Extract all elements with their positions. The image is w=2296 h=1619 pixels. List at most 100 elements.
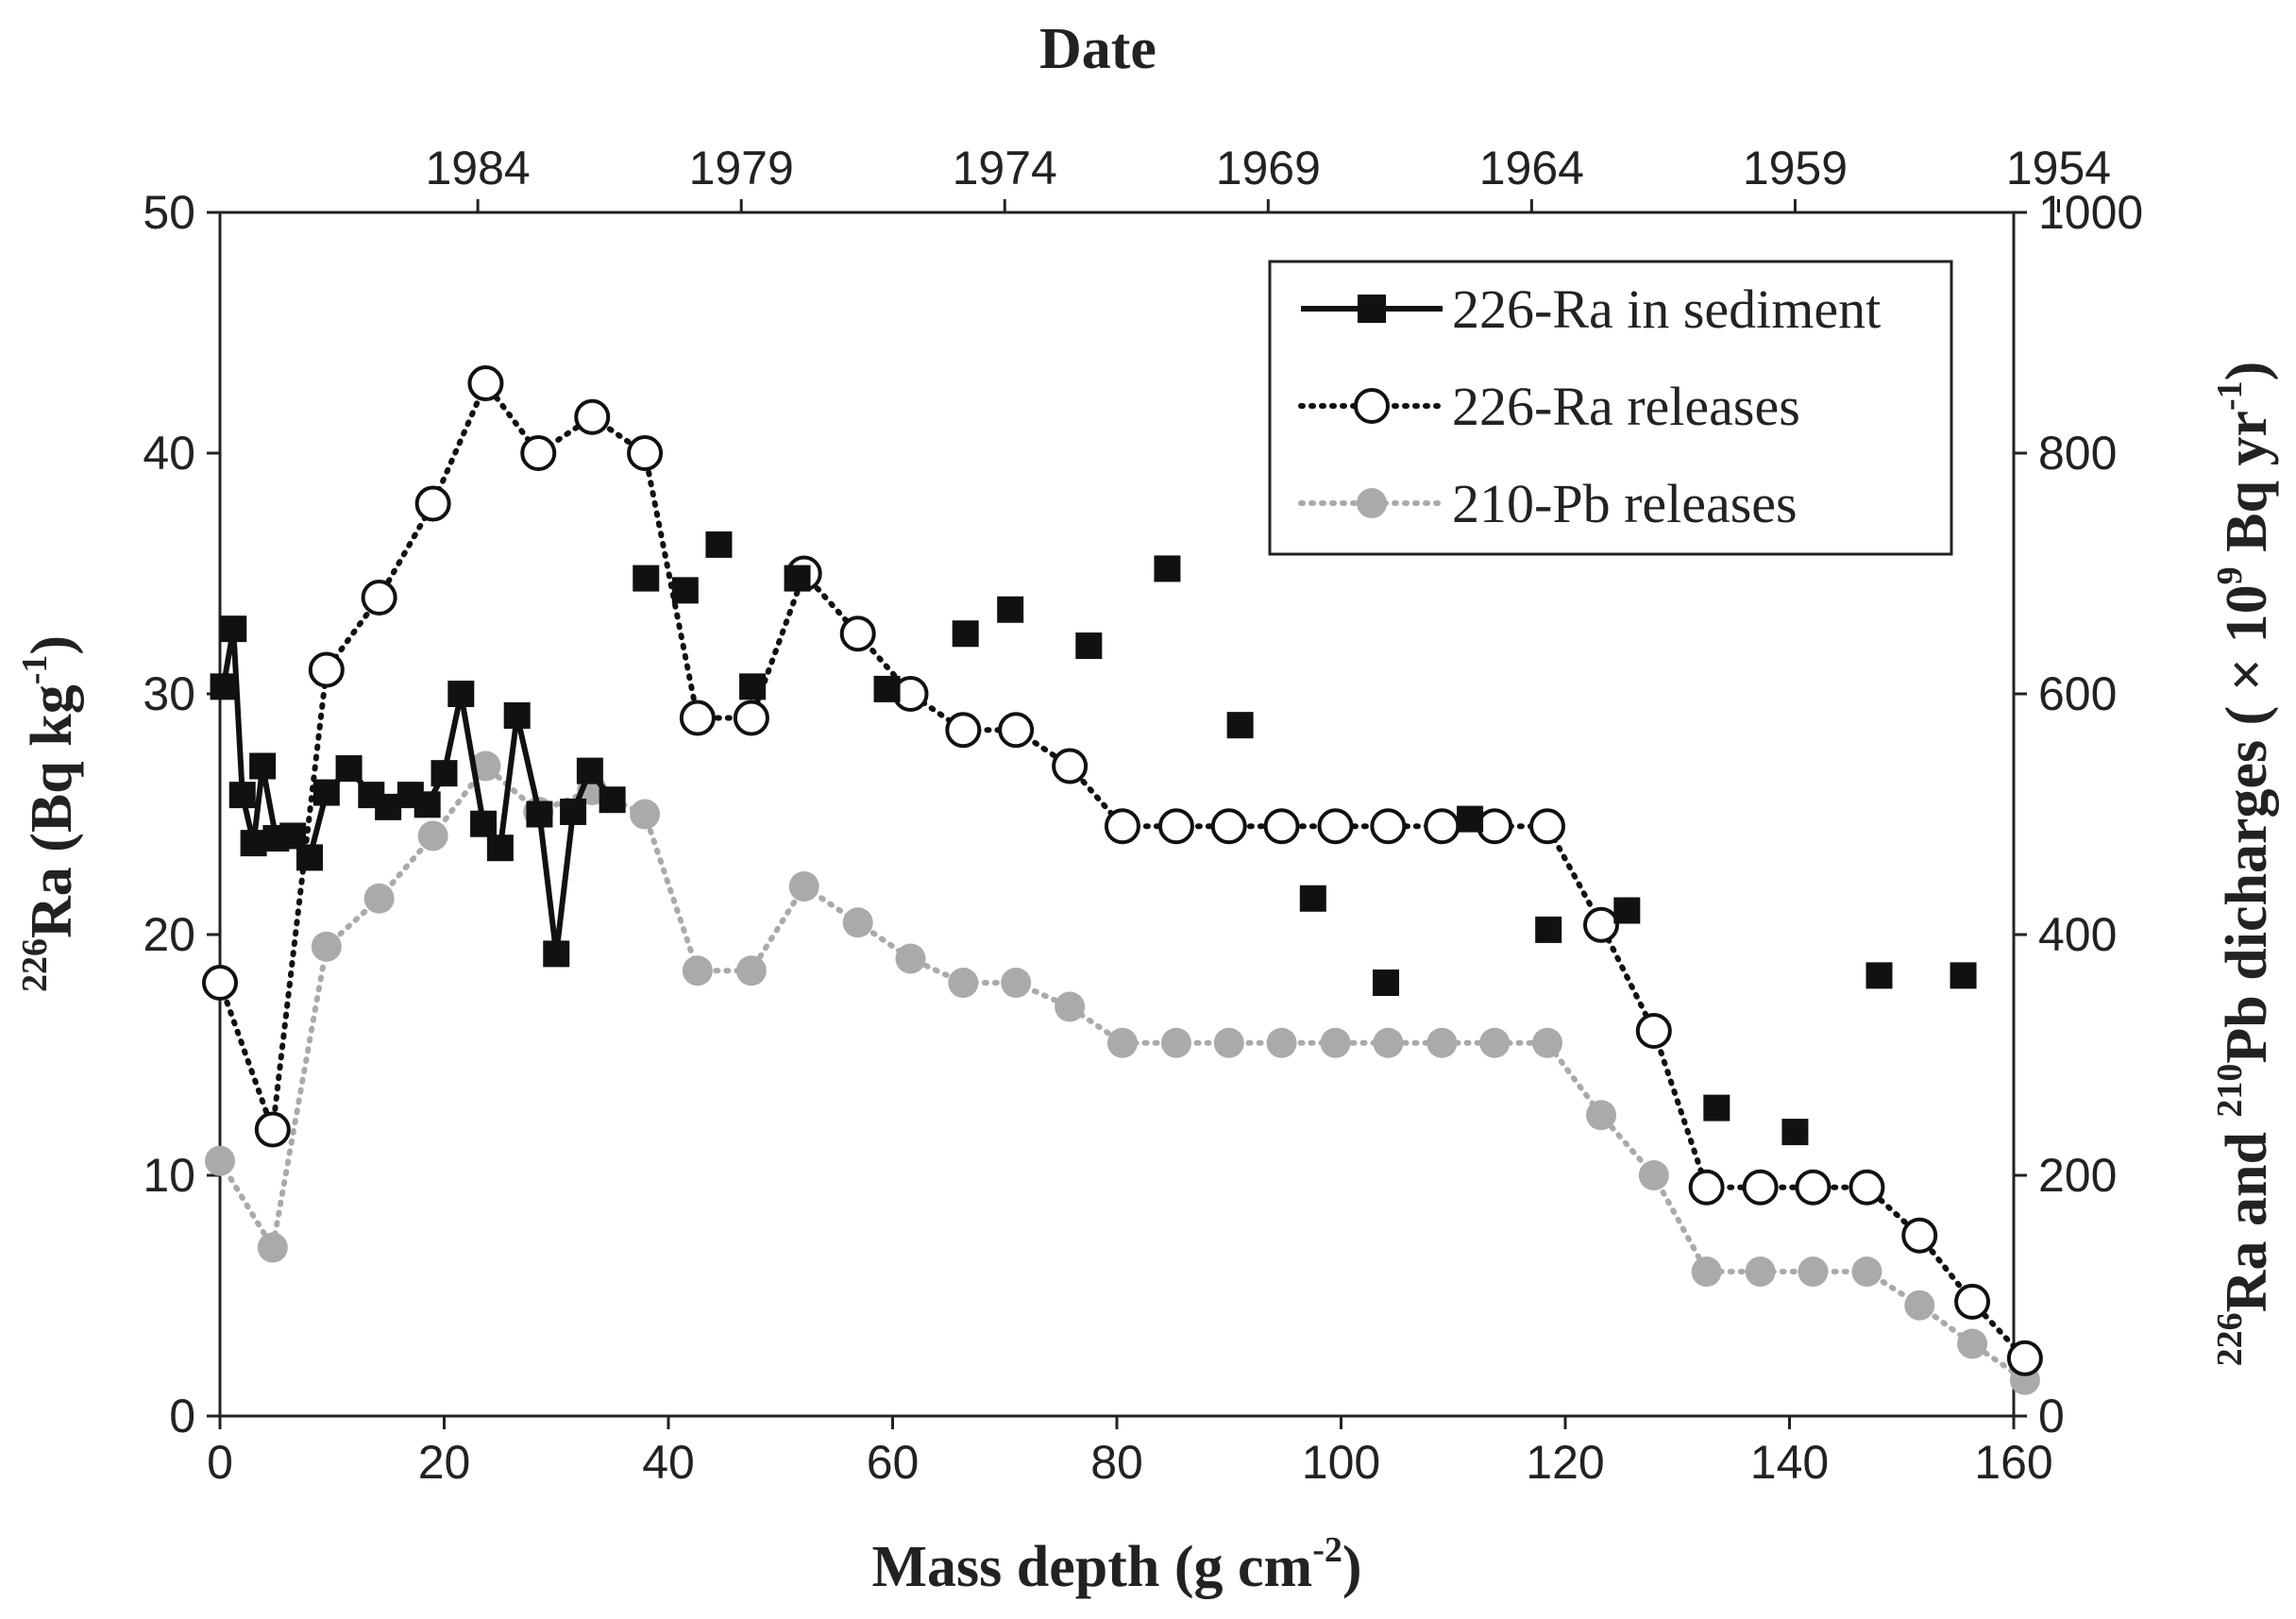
data-point xyxy=(228,782,256,809)
data-point xyxy=(1613,897,1641,924)
data-point xyxy=(1106,1027,1138,1058)
left-y-axis-title-end: ) xyxy=(20,635,84,655)
x-axis-title-sup: -2 xyxy=(1312,1530,1342,1570)
data-point xyxy=(1957,1328,1988,1359)
top-tick-label: 1974 xyxy=(953,142,1057,194)
left-y-axis-title-text: Ra (Bq kg xyxy=(20,684,84,938)
data-point xyxy=(2006,1340,2043,1376)
data-point xyxy=(784,565,811,592)
data-point xyxy=(945,712,982,749)
data-point xyxy=(1055,991,1086,1022)
data-point xyxy=(705,531,733,558)
x-tick-label: 40 xyxy=(642,1436,695,1489)
legend-marker-ra-releases xyxy=(1354,388,1390,424)
x-tick-label: 0 xyxy=(207,1436,233,1489)
data-point xyxy=(467,365,504,402)
data-point xyxy=(682,955,713,987)
data-point xyxy=(574,398,611,435)
right-y-tick-label: 600 xyxy=(2038,667,2117,720)
data-point xyxy=(733,700,769,736)
right-y-axis-title-end: ) xyxy=(2215,362,2279,381)
data-point xyxy=(1373,1027,1404,1058)
top-tick-label: 1969 xyxy=(1216,142,1321,194)
data-point xyxy=(1213,1027,1244,1058)
data-point xyxy=(296,844,323,871)
data-point xyxy=(952,620,979,648)
data-point xyxy=(447,681,475,707)
legend-label-pb-releases: 210-Pb releases xyxy=(1452,473,1798,534)
left-y-tick-label: 20 xyxy=(143,908,195,961)
data-point xyxy=(543,940,570,968)
x-tick-label: 160 xyxy=(1974,1436,2052,1489)
data-point xyxy=(997,596,1024,623)
data-point xyxy=(257,1232,288,1263)
right-y-axis-title: 226Ra and 210Pb dicharges ( × 109 Bq yr-… xyxy=(2210,362,2279,1367)
data-point xyxy=(1075,632,1103,659)
x-tick-label: 120 xyxy=(1526,1436,1604,1489)
data-point xyxy=(1635,1013,1672,1049)
data-point xyxy=(895,943,926,974)
data-point xyxy=(1427,1027,1458,1058)
data-point xyxy=(1477,808,1513,845)
left-y-axis-ticks: 0 10 20 30 40 50 xyxy=(143,186,220,1442)
legend-label-ra-releases: 226-Ra releases xyxy=(1452,376,1800,437)
data-point xyxy=(1798,1256,1829,1287)
data-point xyxy=(1532,1027,1562,1058)
x-tick-label: 20 xyxy=(418,1436,471,1489)
legend-marker-pb-releases xyxy=(1357,488,1387,518)
data-point xyxy=(1688,1169,1725,1206)
data-point xyxy=(630,799,661,830)
data-point xyxy=(1001,968,1032,998)
data-point xyxy=(948,968,979,998)
right-y-axis-title-text2: Pb dicharges ( × 10 xyxy=(2215,584,2279,1063)
right-y-axis-title-sup3: 9 xyxy=(2210,566,2250,584)
data-point xyxy=(1529,808,1565,845)
data-point xyxy=(1583,906,1619,943)
x-axis-title-end: ) xyxy=(1342,1535,1362,1599)
right-y-axis-ticks: 0 200 400 600 800 1000 xyxy=(2014,186,2143,1442)
data-point xyxy=(240,830,267,857)
data-point xyxy=(1104,808,1140,845)
legend-marker-sediment xyxy=(1358,295,1386,323)
data-point xyxy=(1954,1283,1991,1320)
legend-label-sediment: 226-Ra in sediment xyxy=(1452,278,1881,340)
data-point xyxy=(1904,1290,1935,1321)
data-point xyxy=(1157,808,1194,845)
data-point xyxy=(873,675,901,702)
left-y-tick-label: 50 xyxy=(143,186,195,239)
left-y-axis-title-sup: 226 xyxy=(15,938,55,992)
data-point xyxy=(1745,1256,1776,1287)
top-tick-label: 1959 xyxy=(1743,142,1848,194)
data-point xyxy=(503,701,531,729)
data-point xyxy=(1373,970,1399,996)
data-point xyxy=(671,577,699,604)
data-point xyxy=(1866,962,1893,989)
right-y-tick-label: 800 xyxy=(2038,427,2117,480)
x-axis-title: Mass depth (g cm-2) xyxy=(871,1530,1361,1599)
left-y-tick-label: 30 xyxy=(143,667,195,720)
data-point xyxy=(842,907,873,938)
data-point xyxy=(633,565,660,592)
x-tick-label: 140 xyxy=(1750,1436,1829,1489)
data-point xyxy=(599,786,626,814)
x-tick-label: 60 xyxy=(867,1436,920,1489)
data-point xyxy=(202,965,238,1001)
right-y-tick-label: 200 xyxy=(2038,1149,2117,1202)
data-point xyxy=(520,435,557,471)
data-point xyxy=(375,793,402,820)
data-point xyxy=(363,883,395,914)
data-point xyxy=(1950,962,1977,989)
data-point xyxy=(430,760,458,787)
data-point xyxy=(1851,1256,1882,1287)
top-tick-label: 1984 xyxy=(426,142,531,194)
data-point xyxy=(249,752,277,780)
data-point xyxy=(1586,1100,1616,1131)
data-point xyxy=(220,616,247,643)
right-y-axis-title-text3: Bq yr xyxy=(2215,411,2279,566)
data-point xyxy=(1160,1027,1191,1058)
top-tick-label: 1954 xyxy=(2006,142,2111,194)
data-point xyxy=(335,755,363,783)
right-y-axis-title-sup4: -1 xyxy=(2210,380,2250,411)
data-point xyxy=(1901,1217,1938,1254)
data-point xyxy=(735,955,767,987)
